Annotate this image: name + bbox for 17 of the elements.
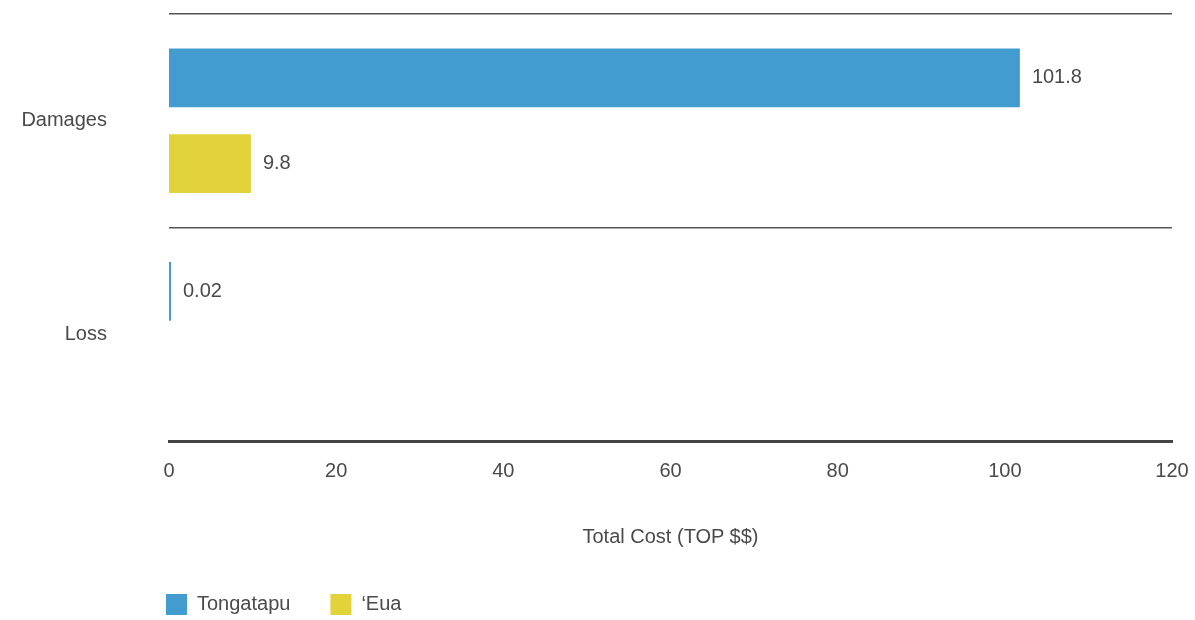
x-tick-label: 60 [659,458,682,481]
x-tick-label: 0 [163,458,175,481]
x-tick-label: 100 [988,458,1022,481]
x-tick-label: 120 [1155,458,1189,481]
legend-label: ‘Eua [361,592,403,615]
bar [169,134,251,194]
legend-label: Tongatapu [197,592,291,615]
x-axis-title: Total Cost (TOP $$) [582,524,759,547]
y-tick-label: Damages [21,108,107,131]
bar [169,48,1020,108]
x-tick-label: 20 [325,458,348,481]
data-label: 9.8 [262,151,291,174]
data-label: 101.8 [1031,65,1082,88]
x-tick-label: 80 [826,458,849,481]
y-tick-label: Loss [64,321,107,344]
data-label: 0.02 [183,278,222,301]
x-tick-label: 40 [492,458,515,481]
